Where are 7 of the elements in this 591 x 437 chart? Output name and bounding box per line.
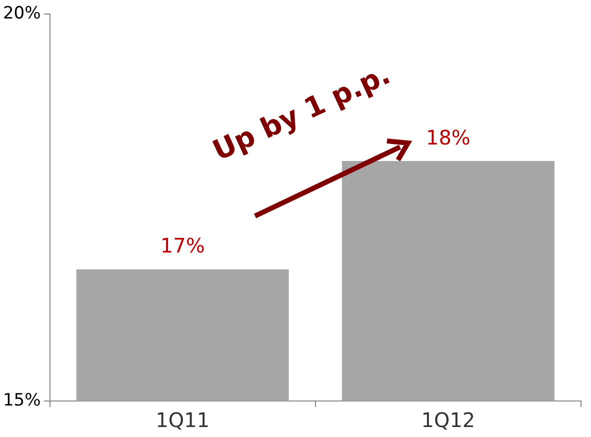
annotation: Up by 1 p.p. [208, 58, 396, 168]
x-tick-label: 1Q11 [156, 408, 210, 432]
data-label: 17% [160, 234, 205, 258]
y-tick-label: 15% [2, 390, 41, 410]
y-tick-label: 20% [2, 3, 41, 24]
data-label: 18% [426, 125, 470, 150]
x-tick-label: 1Q12 [421, 408, 476, 432]
